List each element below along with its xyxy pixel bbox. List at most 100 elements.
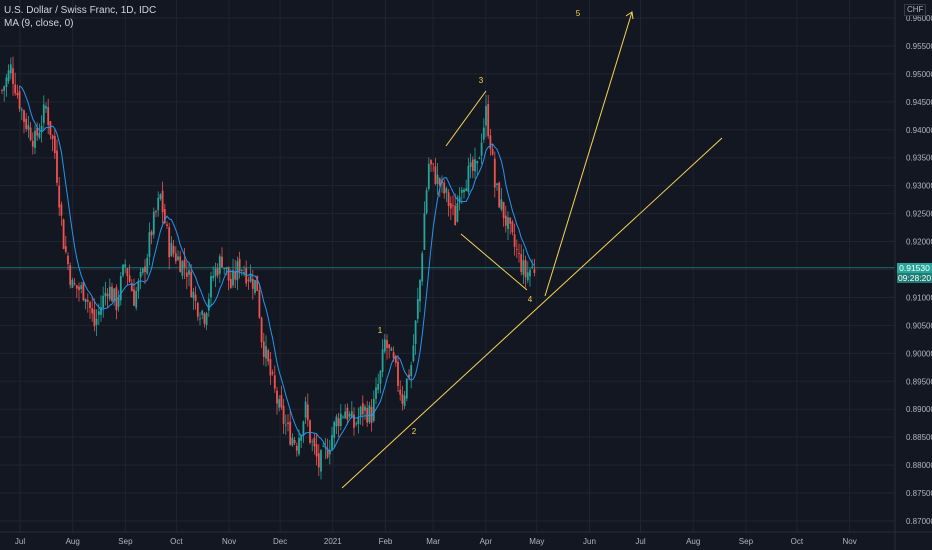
candle-body — [320, 450, 322, 472]
candle-body — [438, 178, 441, 186]
candle-body — [218, 256, 221, 274]
wave4-channel-bottom — [460, 233, 528, 291]
candle-body — [117, 297, 120, 307]
candle-body — [245, 268, 248, 284]
candle-body — [18, 91, 21, 110]
candle-body — [456, 203, 459, 222]
candle-body — [278, 399, 281, 408]
candle-body — [496, 183, 498, 185]
candle-body — [183, 259, 186, 269]
candle-body — [258, 290, 261, 318]
candle-body — [284, 424, 287, 426]
candle-body — [128, 275, 131, 282]
candle-body — [249, 274, 252, 282]
candle-body — [238, 258, 241, 272]
candle-body — [513, 234, 516, 247]
candle-body — [155, 211, 157, 213]
x-tick-label: Aug — [66, 537, 80, 546]
x-tick-label: Oct — [791, 537, 804, 546]
candle-body — [304, 401, 307, 418]
candle-body — [350, 411, 353, 418]
symbol-title[interactable]: U.S. Dollar / Swiss Franc, 1D, IDC — [4, 5, 157, 16]
candle-body — [502, 201, 505, 219]
candle-body — [282, 405, 285, 424]
candle-body — [331, 435, 333, 450]
candle-body — [487, 104, 490, 137]
candle-body — [256, 275, 259, 291]
candle-body — [42, 104, 45, 123]
candle-body — [210, 276, 212, 298]
candle-body — [78, 286, 80, 291]
candle-body — [368, 405, 371, 423]
candle-body — [482, 127, 485, 140]
candle-body — [1, 90, 3, 91]
candle-body — [152, 211, 155, 235]
ma-indicator-label[interactable]: MA (9, close, 0) — [4, 18, 74, 29]
candle-body — [97, 311, 100, 315]
candle-body — [469, 162, 472, 167]
candle-body — [337, 418, 340, 427]
candle-body — [465, 188, 468, 192]
x-tick-label: Nov — [222, 537, 236, 546]
candle-body — [313, 437, 316, 447]
candle-body — [478, 157, 481, 159]
candle-body — [386, 340, 388, 348]
candle-body — [25, 118, 28, 129]
candle-body — [93, 309, 96, 327]
candle-body — [31, 140, 34, 147]
candle-body — [174, 253, 177, 262]
candle-body — [491, 149, 494, 155]
candle-body — [69, 265, 72, 285]
candle-body — [56, 150, 58, 183]
candle-body — [315, 444, 318, 457]
candle-body — [493, 158, 496, 188]
candle-body — [185, 272, 188, 277]
candle-body — [161, 190, 164, 213]
candle-body — [311, 441, 314, 442]
candle-body — [383, 339, 386, 352]
candle-body — [392, 352, 395, 358]
time-axis[interactable]: Jul Aug Sep Oct Nov Dec 2021 Feb Mar Apr May Jun Jul… — [0, 531, 932, 546]
candle-body — [520, 254, 523, 273]
x-tick-label: Nov — [842, 537, 856, 546]
candle-body — [531, 266, 534, 269]
candle-body — [240, 270, 243, 271]
candle-body — [414, 320, 417, 344]
candle-body — [139, 272, 142, 278]
candle-body — [40, 125, 43, 131]
candle-body — [251, 278, 254, 289]
candle-body — [271, 372, 274, 374]
candle-body — [335, 416, 338, 427]
candle-body — [126, 268, 129, 277]
candle-body — [432, 163, 435, 165]
candle-body — [38, 132, 41, 138]
candle-body — [7, 70, 10, 82]
candle-body — [423, 213, 426, 250]
candle-body — [370, 407, 373, 423]
wave-label-1: 1 — [378, 326, 383, 335]
candle-body — [27, 125, 30, 130]
candle-body — [390, 348, 393, 351]
candle-body — [80, 285, 83, 289]
candle-body — [511, 221, 514, 233]
candle-body — [309, 420, 311, 443]
candle-body — [372, 398, 375, 421]
candle-body — [14, 84, 17, 94]
candle-body — [163, 209, 166, 224]
candle-body — [232, 270, 234, 286]
candle-body — [201, 310, 204, 315]
candle-body — [150, 231, 153, 236]
x-tick-label: Dec — [273, 537, 287, 546]
candle-body — [265, 346, 267, 359]
candle-body — [289, 421, 292, 445]
candle-body — [137, 281, 140, 292]
candle-body — [188, 270, 190, 275]
candle-body — [434, 166, 437, 184]
candle-body — [12, 68, 14, 84]
ma-line — [19, 85, 535, 452]
